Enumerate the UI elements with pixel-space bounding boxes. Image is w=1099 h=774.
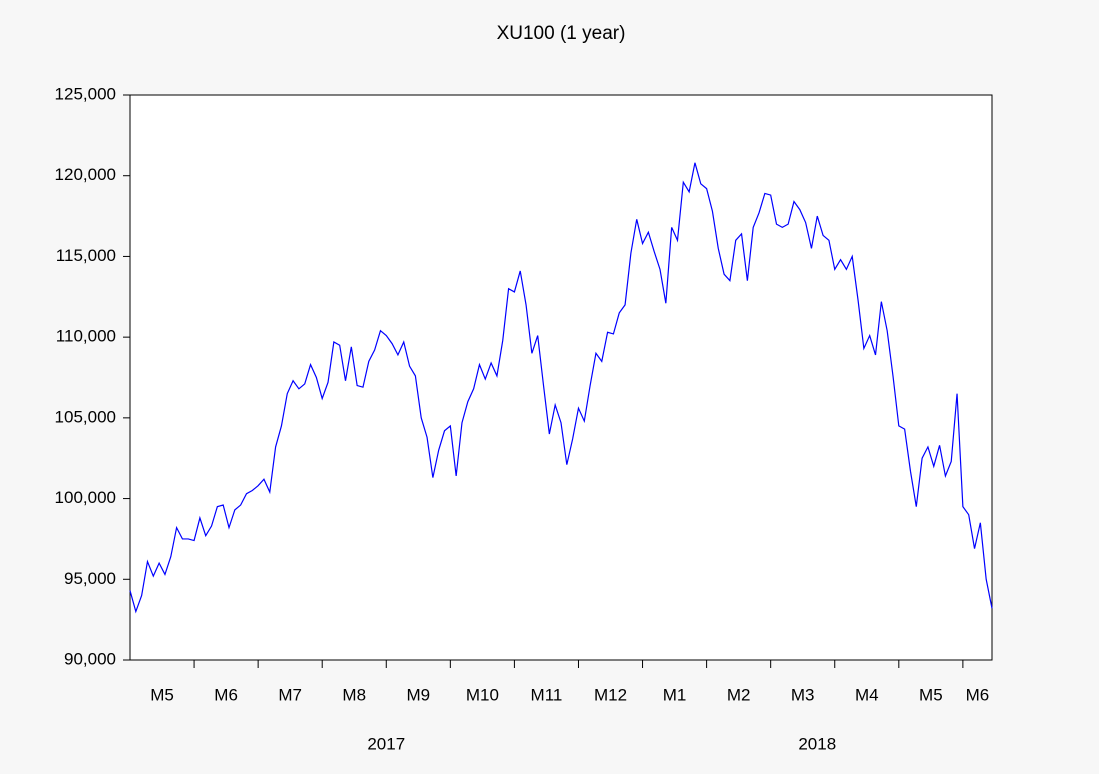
y-tick-label: 110,000 (56, 327, 116, 346)
x-tick-label: M2 (727, 685, 751, 704)
y-tick-label: 105,000 (55, 407, 116, 426)
x-tick-label: M3 (791, 685, 815, 704)
x-tick-label: M1 (663, 685, 687, 704)
y-tick-label: 115,000 (56, 246, 116, 265)
y-tick-label: 100,000 (55, 488, 116, 507)
plot-area (129, 94, 993, 661)
year-label: 2017 (367, 734, 405, 753)
x-tick-label: M5 (919, 685, 943, 704)
x-tick-label: M5 (150, 685, 174, 704)
chart-title: XU100 (1 year) (497, 23, 626, 44)
x-tick-label: M10 (466, 685, 499, 704)
line-series (129, 162, 993, 614)
y-tick-label: 90,000 (64, 649, 116, 668)
x-tick-label: M7 (278, 685, 302, 704)
x-tick-label: M12 (594, 685, 627, 704)
year-label: 2018 (798, 734, 836, 753)
y-tick-label: 120,000 (55, 165, 116, 184)
x-tick-label: M6 (966, 685, 990, 704)
x-tick-label: M11 (531, 685, 563, 704)
x-tick-label: M4 (855, 685, 879, 704)
x-tick-label: M6 (214, 685, 238, 704)
y-tick-label: 95,000 (64, 569, 116, 588)
x-tick-label: M8 (342, 685, 366, 704)
y-tick-label: 125,000 (55, 84, 116, 103)
x-tick-label: M9 (406, 685, 430, 704)
